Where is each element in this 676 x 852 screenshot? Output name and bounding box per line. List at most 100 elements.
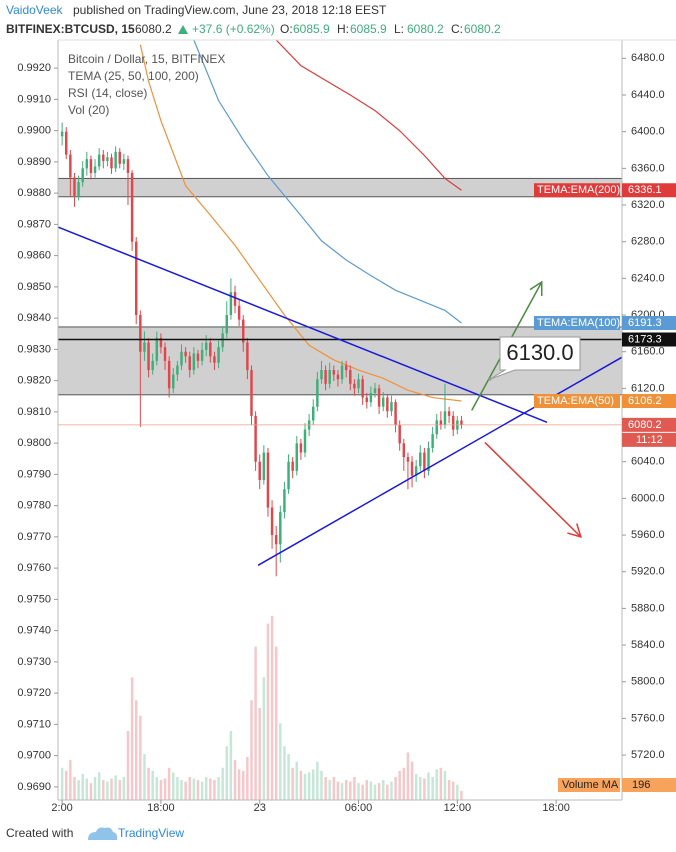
x-tick-label: 2:00 — [51, 802, 72, 814]
volume-ma-value: 196 — [632, 779, 650, 791]
name-badge-label: TEMA:EMA(100) — [537, 317, 620, 329]
zone — [58, 177, 622, 198]
volume-bar — [443, 770, 447, 800]
ohlc-value: 6085.9 — [293, 22, 330, 36]
change: +37.6 (+0.62%) — [192, 22, 275, 36]
candle-body — [237, 305, 241, 320]
volume-bar — [89, 783, 93, 800]
candle-body — [139, 315, 142, 352]
candle-body — [423, 452, 426, 471]
candle-body — [159, 337, 163, 348]
candle-body — [192, 353, 196, 371]
x-tick-label: 12:00 — [444, 802, 472, 814]
candle-body — [312, 406, 315, 421]
y2-tick-label: 0.9740 — [17, 625, 51, 637]
volume-bar — [377, 783, 381, 800]
countdown-label: 11:12 — [636, 434, 663, 446]
y2-tick-label: 0.9780 — [17, 500, 51, 512]
name-badge-label: TEMA:EMA(200) — [537, 184, 620, 196]
volume-bar — [390, 781, 393, 800]
volume-bar — [410, 761, 414, 800]
volume-bar — [369, 781, 373, 800]
ohlc-value: 6085.9 — [350, 22, 387, 36]
volume-bar — [299, 770, 303, 800]
up-icon — [178, 25, 188, 34]
volume-bar — [394, 777, 397, 800]
candle-body — [60, 131, 64, 137]
candle-body — [225, 315, 229, 334]
volume-bar — [167, 767, 171, 800]
y2-tick-label: 0.9860 — [17, 250, 51, 262]
ohlc-label: O: — [280, 22, 293, 36]
candle-body — [349, 370, 352, 384]
y-tick-label: 6400.0 — [631, 126, 665, 138]
volume-bar — [250, 700, 253, 800]
volume-bar — [221, 767, 224, 800]
ohlc: O: 6085.9 H: 6085.9 L: 6080.2 C: 6080.2 — [280, 22, 501, 36]
volume-bar — [312, 769, 315, 800]
candle-body — [233, 292, 237, 306]
candle-body — [254, 415, 257, 462]
y2-tick-label: 0.9800 — [17, 437, 51, 449]
candle-body — [381, 397, 385, 407]
candle-body — [431, 434, 434, 448]
ohlc-label: H: — [337, 22, 349, 36]
volume-bar — [266, 623, 270, 800]
candle-body — [246, 342, 249, 371]
brand[interactable]: TradingView — [118, 826, 184, 840]
candle-body — [291, 461, 294, 471]
volume-bar — [419, 777, 422, 800]
volume-bar — [423, 778, 426, 800]
author[interactable]: VaidoVeek — [6, 3, 63, 17]
volume-bar — [254, 646, 257, 800]
y2-tick-label: 0.9850 — [17, 281, 51, 293]
candle-body — [324, 370, 327, 384]
ohlc-value: 6080.2 — [407, 22, 444, 36]
volume-bar — [439, 767, 443, 800]
symbol: BITFINEX:BTCUSD, 15 — [6, 22, 135, 36]
volume-bar — [114, 775, 117, 800]
legend-item: RSI (14, close) — [68, 86, 147, 100]
x-tick-label: 18:00 — [542, 802, 570, 814]
volume-bar — [279, 723, 282, 800]
volume-bar — [64, 770, 68, 800]
volume-ma-name-badge — [558, 778, 620, 792]
candle-body — [106, 157, 109, 162]
y-tick-label: 5960.0 — [631, 529, 665, 541]
volume-bar — [270, 616, 274, 800]
volume-bar — [447, 780, 451, 800]
legend-item: Vol (20) — [68, 103, 109, 117]
countdown-badge — [622, 432, 676, 447]
candle-body — [64, 131, 68, 155]
candle-body — [188, 356, 191, 371]
volume-bar — [262, 677, 266, 800]
y2-tick-label: 0.9890 — [17, 156, 51, 168]
y2-tick-label: 0.9840 — [17, 312, 51, 324]
volume-bar — [134, 700, 138, 800]
y-tick-label: 6160.0 — [631, 346, 665, 358]
arrow — [484, 441, 582, 538]
candle-body — [353, 383, 356, 389]
volume-ma-badge — [622, 778, 676, 792]
name-badge — [534, 183, 620, 198]
volume-bar — [81, 773, 84, 800]
y2-tick-label: 0.9900 — [17, 125, 51, 137]
volume-bar — [209, 778, 212, 800]
volume-bar — [398, 770, 401, 800]
volume-bar — [386, 784, 389, 800]
volume-bar — [328, 780, 331, 800]
candle-body — [386, 397, 389, 412]
candle-body — [451, 415, 455, 430]
candle-body — [266, 452, 270, 508]
y-tick-label: 5840.0 — [631, 639, 665, 651]
candle-body — [279, 512, 282, 545]
price-badge-label: 6080.2 — [628, 419, 662, 431]
volume-bar — [106, 781, 109, 800]
y-tick-label: 5760.0 — [631, 712, 665, 724]
candle-body — [332, 370, 336, 375]
volume-bar — [192, 778, 196, 800]
y-tick-label: 5880.0 — [631, 602, 665, 614]
volume-bar — [233, 760, 237, 800]
candle-body — [377, 388, 381, 407]
volume-bar — [427, 772, 430, 800]
